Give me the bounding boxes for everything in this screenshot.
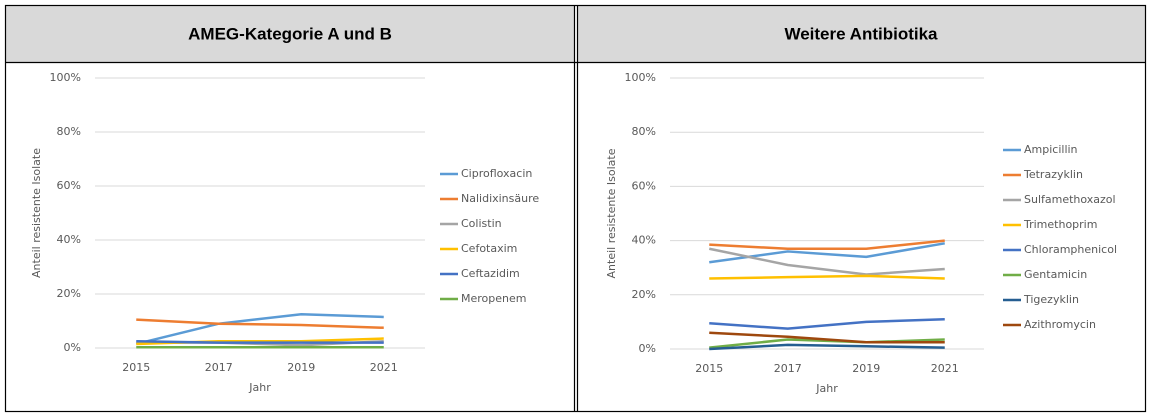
legend-label: Ciprofloxacin (461, 167, 532, 180)
legend-label: Cefotaxim (461, 242, 517, 255)
data-line (708, 247, 945, 276)
x-tick-label: 2015 (695, 362, 723, 375)
x-tick-label: 2019 (852, 362, 880, 375)
y-tick-label: 0% (64, 341, 81, 354)
y-tick-label: 60% (57, 179, 81, 192)
legend-label: Ceftazidim (461, 267, 520, 280)
legend-label: Trimethoprim (1023, 218, 1097, 231)
table-borders (4, 4, 1147, 413)
header-cell (578, 6, 1145, 62)
y-tick-label: 80% (57, 125, 81, 138)
legend-label: Gentamicin (1024, 268, 1087, 281)
y-tick-label: 40% (632, 234, 656, 247)
y-tick-label: 80% (632, 125, 656, 138)
y-tick-label: 60% (632, 179, 656, 192)
y-tick-label: 20% (632, 288, 656, 301)
y-tick-label: 100% (50, 71, 81, 84)
legend-label: Colistin (461, 217, 502, 230)
x-tick-label: 2017 (205, 361, 233, 374)
data-line (709, 274, 945, 280)
y-tick-label: 20% (57, 287, 81, 300)
x-tick-label: 2019 (287, 361, 315, 374)
x-axis-title: Jahr (248, 381, 271, 394)
data-line (136, 340, 384, 344)
data-line (709, 317, 945, 330)
x-tick-label: 2015 (122, 361, 150, 374)
legend-label: Tigezyklin (1023, 293, 1079, 306)
y-tick-label: 40% (57, 233, 81, 246)
legend-label: Ampicillin (1024, 143, 1078, 156)
y-tick-label: 100% (625, 71, 656, 84)
data-line (709, 331, 945, 344)
x-tick-label: 2021 (931, 362, 959, 375)
column-header: Weitere Antibiotika (784, 24, 938, 43)
legend-label: Chloramphenicol (1024, 243, 1117, 256)
legend-label: Sulfamethoxazol (1024, 193, 1116, 206)
x-tick-label: 2021 (370, 361, 398, 374)
header-cell (6, 6, 574, 62)
y-axis-title: Anteil resistente Isolate (605, 148, 618, 278)
data-line (136, 318, 384, 329)
legend-label: Nalidixinsäure (461, 192, 539, 205)
y-tick-label: 0% (639, 342, 656, 355)
legend-label: Azithromycin (1024, 318, 1096, 331)
x-tick-label: 2017 (774, 362, 802, 375)
column-header: AMEG-Kategorie A und B (188, 24, 392, 43)
data-line (709, 239, 945, 250)
legend-label: Tetrazyklin (1023, 168, 1083, 181)
data-line (709, 338, 945, 349)
y-axis-title: Anteil resistente Isolate (30, 148, 43, 278)
data-line (135, 313, 384, 346)
legend-label: Meropenem (461, 292, 526, 305)
data-line (709, 343, 945, 351)
x-axis-title: Jahr (815, 382, 838, 395)
